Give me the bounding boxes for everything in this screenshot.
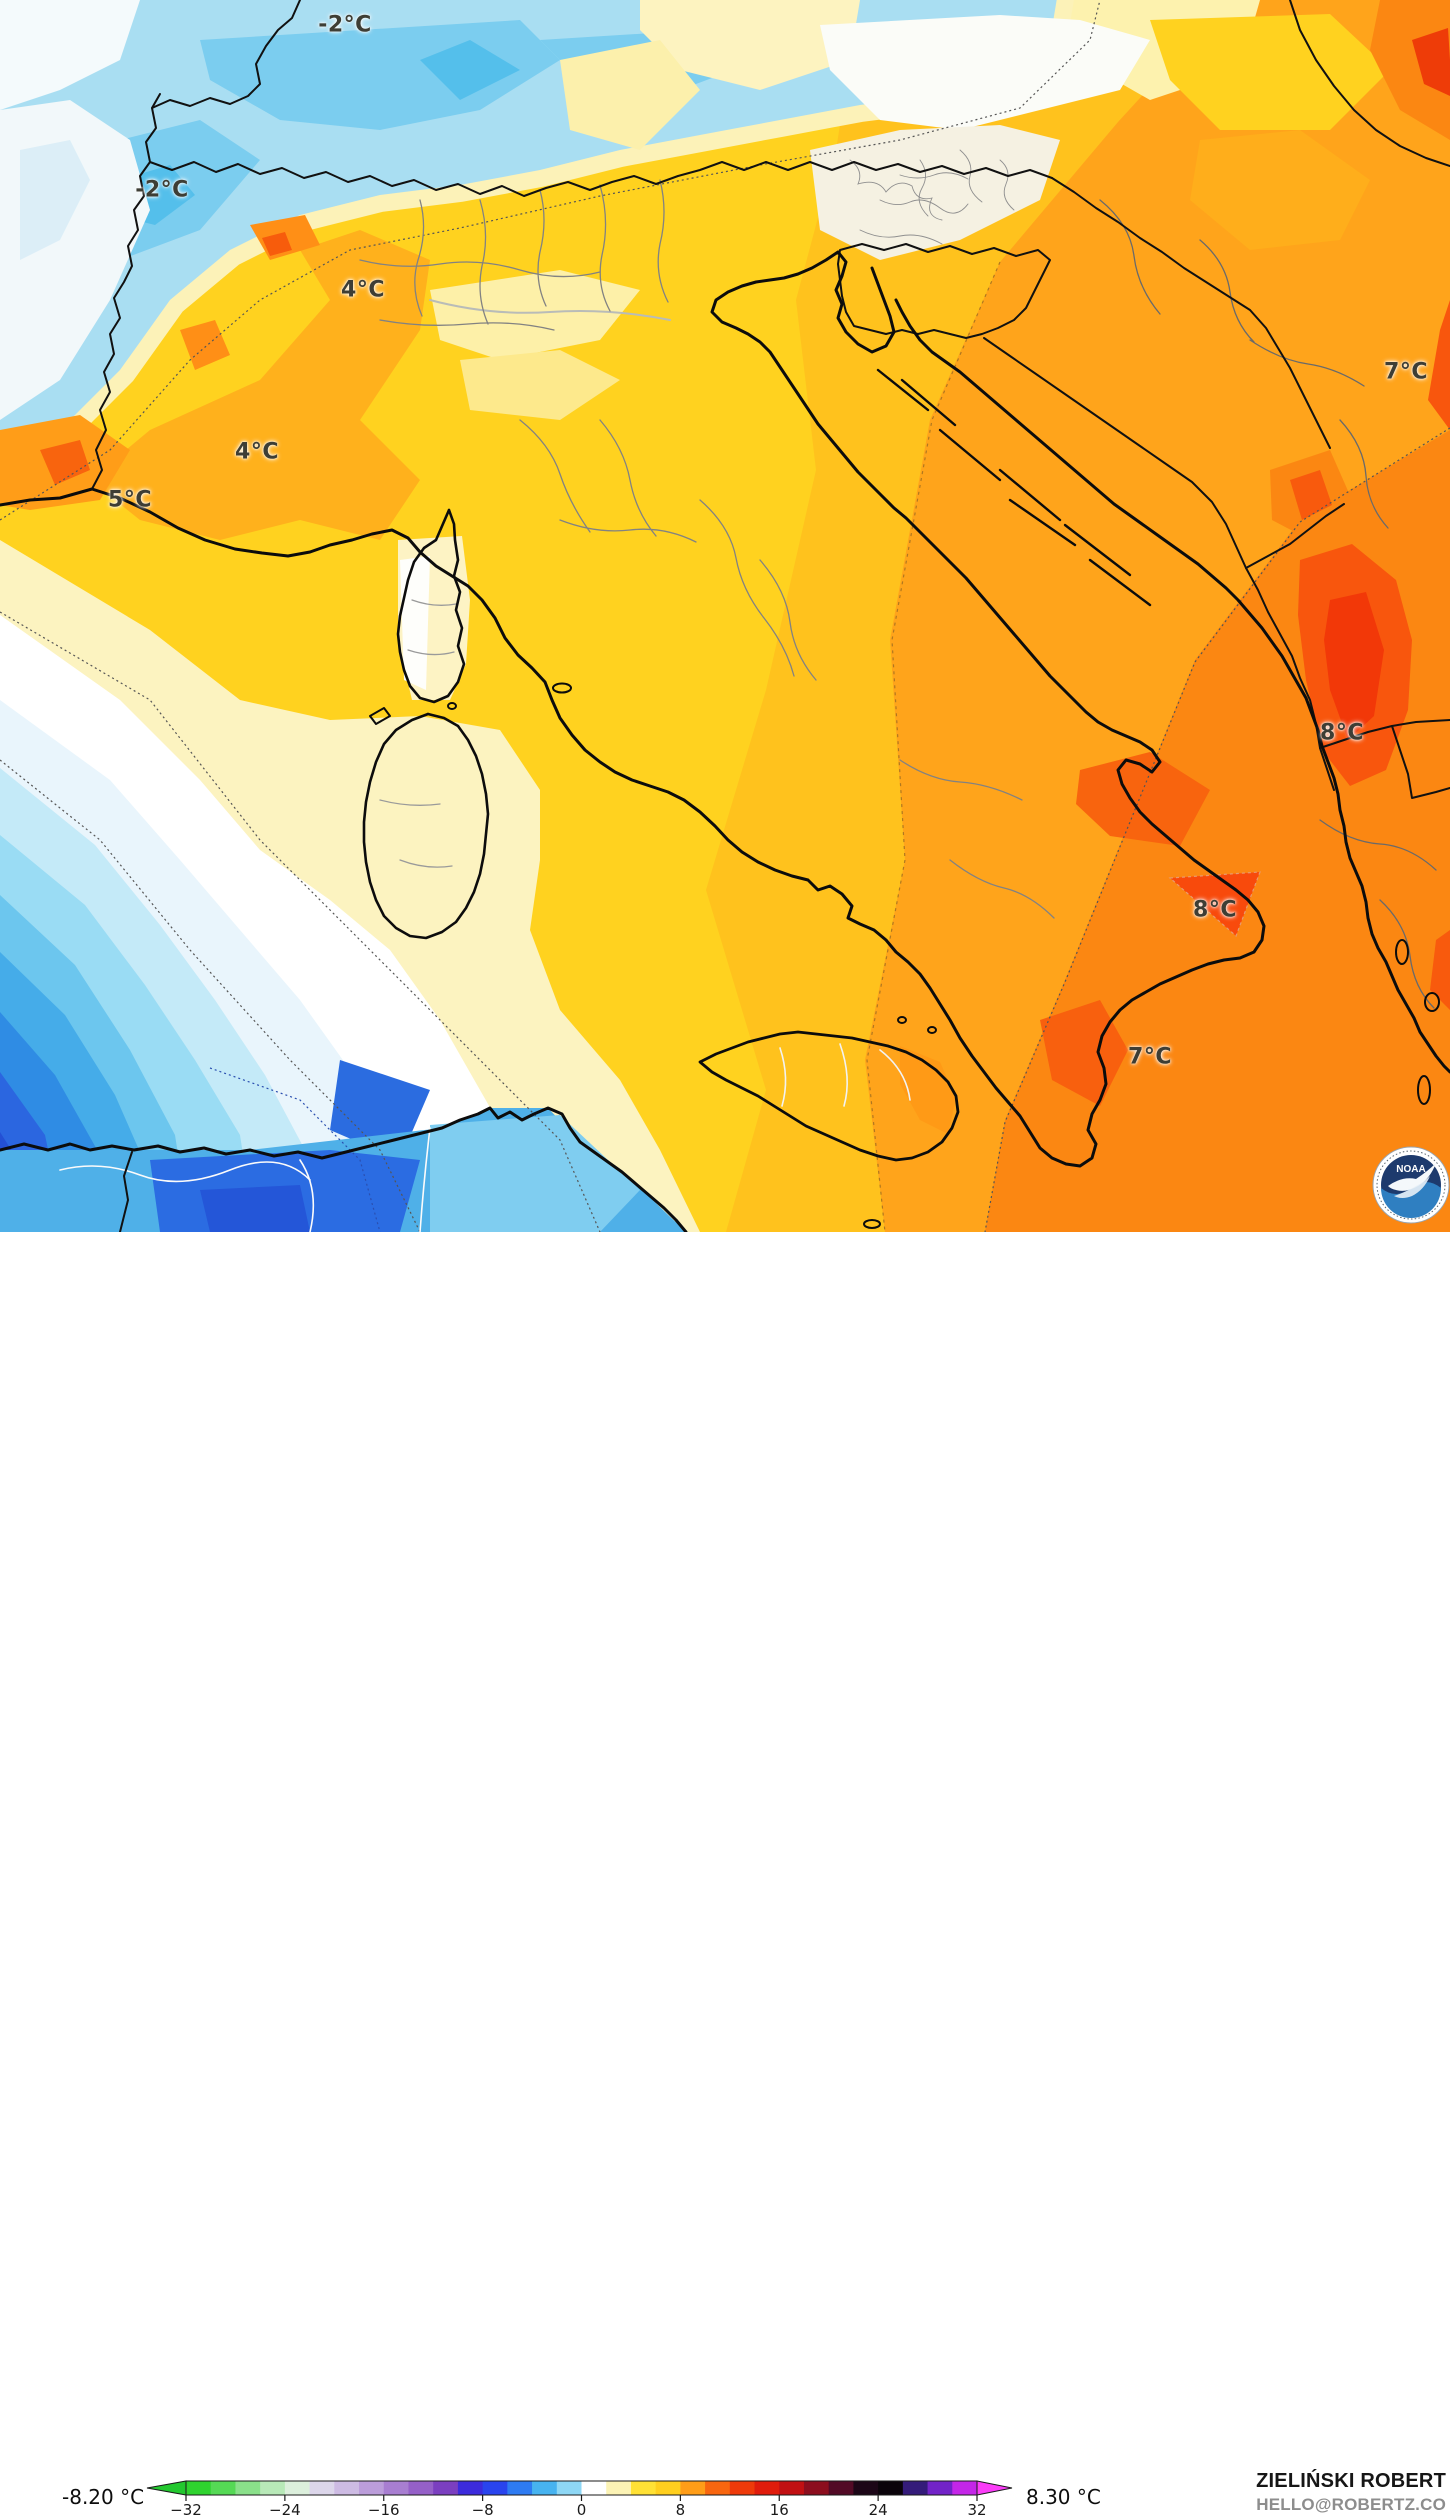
colorbar-tick-label: 32	[967, 2501, 986, 2519]
colorbar-segment	[754, 2481, 780, 2495]
colorbar-segment	[334, 2481, 360, 2495]
noaa-logo-text: NOAA	[1396, 1164, 1425, 1175]
colorbar-segment	[630, 2481, 657, 2495]
colorbar-max-annotation: 8.30 °C	[1026, 2485, 1101, 2509]
temperature-map	[0, 0, 1450, 1232]
footer: -8.20 °C −32 −24 −16 −8 0 8 16 24 32 8.30 °C ZIE…	[0, 1232, 1450, 2519]
colorbar-tick-label: 24	[869, 2501, 888, 2519]
colorbar-segment	[210, 2481, 236, 2495]
colorbar-segment	[260, 2481, 286, 2495]
colorbar-segment	[532, 2481, 558, 2495]
colorbar-segment	[803, 2481, 830, 2495]
colorbar-segment	[853, 2481, 879, 2495]
colorbar-segment	[359, 2481, 385, 2495]
credit-email: HELLO@ROBERTZ.CO	[1256, 2495, 1446, 2514]
colorbar-tick-label: 8	[676, 2501, 686, 2519]
colorbar-segment	[927, 2481, 953, 2495]
colorbar-tick-label: 16	[770, 2501, 789, 2519]
colorbar-segment	[556, 2481, 582, 2495]
colorbar-segment	[457, 2481, 484, 2495]
colorbar-segment	[284, 2481, 311, 2495]
colorbar-segment	[433, 2481, 459, 2495]
colorbar-segment	[482, 2481, 508, 2495]
colorbar-segment	[408, 2481, 434, 2495]
colorbar-segment	[729, 2481, 756, 2495]
colorbar-segment	[779, 2481, 805, 2495]
colorbar-segment	[878, 2481, 904, 2495]
colorbar-segment	[952, 2481, 978, 2495]
colorbar-tick-label: 0	[577, 2501, 587, 2519]
contour-lines	[0, 0, 1450, 1232]
colorbar-segment	[680, 2481, 706, 2495]
colorbar-segment	[383, 2481, 409, 2495]
colorbar-segment	[655, 2481, 681, 2495]
coastlines	[0, 250, 1450, 1232]
noaa-logo: NOAA	[1372, 1146, 1450, 1224]
colorbar-segment	[705, 2481, 731, 2495]
colorbar-segment	[902, 2481, 929, 2495]
colorbar-left-arrow	[146, 2480, 187, 2496]
credit-name: ZIELIŃSKI ROBERT	[1256, 2470, 1446, 2492]
admin-borders	[59, 149, 1437, 1232]
map-canvas	[0, 0, 1450, 1232]
colorbar-tick-label: −32	[170, 2501, 202, 2519]
colorbar-segment	[235, 2481, 261, 2495]
colorbar-tick-label: −24	[269, 2501, 301, 2519]
colorbar-tick-label: −8	[472, 2501, 494, 2519]
colorbar-segment	[581, 2481, 607, 2495]
colorbar-segment	[186, 2481, 212, 2495]
colorbar-segment	[828, 2481, 854, 2495]
colorbar-segment	[507, 2481, 533, 2495]
colorbar-tick-label: −16	[368, 2501, 400, 2519]
temperature-field	[0, 0, 1450, 1232]
colorbar-segment	[606, 2481, 632, 2495]
colorbar-right-arrow	[976, 2480, 1013, 2496]
colorbar: −32 −24 −16 −8 0 8 16 24 32	[146, 2480, 1013, 2519]
colorbar-segment	[309, 2481, 335, 2495]
